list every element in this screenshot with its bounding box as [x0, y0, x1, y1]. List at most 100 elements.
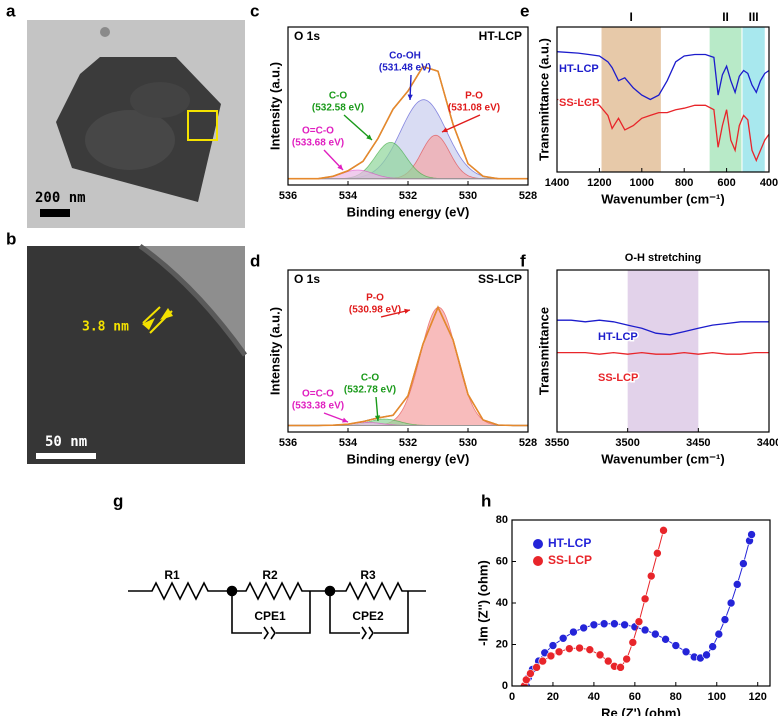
panel-label: h: [481, 491, 491, 510]
chart: HT-LCP SS-LCP 0 20 40 60 80 100 120 0 20 40 60 80 Re (…: [475, 514, 771, 720]
data-point: [595, 650, 605, 660]
data-point: [732, 580, 742, 589]
peak-label: (530.98 eV): [349, 305, 401, 316]
data-point: [708, 642, 717, 651]
band-label: III: [749, 10, 759, 24]
node: [324, 585, 336, 597]
x-tick-label: 528: [519, 190, 537, 202]
x-tick-label: 1400: [545, 177, 569, 189]
y-tick-label: 20: [496, 638, 508, 650]
data-point: [651, 629, 660, 639]
panel-label: g: [113, 491, 123, 510]
peak-label: (533.38 eV): [292, 401, 344, 412]
y-axis-label: Intensity (a.u.): [267, 62, 282, 150]
y-axis-label: Transmittance: [536, 307, 551, 395]
data-point: [599, 619, 609, 629]
panel-label: c: [250, 1, 259, 20]
plot-area: [557, 27, 769, 172]
data-point: [646, 571, 656, 581]
chart-title: O-H stretching: [625, 252, 701, 264]
fit-line: [288, 65, 528, 180]
data-point: [622, 654, 631, 664]
legend-label: HT-LCP: [548, 536, 591, 550]
circuit-label: R3: [360, 568, 376, 582]
spectrum-line: [557, 98, 769, 163]
data-point: [726, 598, 736, 608]
data-point: [526, 669, 535, 678]
sample-label: HT-LCP: [479, 29, 522, 43]
peak-name: Co-OH: [389, 51, 421, 62]
cpe2-symbol: [361, 626, 374, 640]
x-tick-label: 536: [279, 190, 297, 202]
thickness-label: 3.8 nm: [82, 320, 129, 335]
band: [627, 270, 699, 432]
data-point: [640, 594, 650, 604]
x-tick-label: 80: [670, 691, 682, 703]
x-tick-label: 530: [459, 190, 477, 202]
circuit-label: CPE2: [352, 609, 384, 623]
x-tick-label: 600: [717, 177, 735, 189]
tem-image-b: 3.8 nm 50 nm: [27, 243, 248, 464]
x-axis-label: Binding energy (eV): [347, 451, 470, 466]
peak-name: O=C-O: [302, 389, 334, 400]
arrow-head: [374, 415, 381, 421]
arrow-shaft: [441, 114, 481, 133]
band-label: I: [630, 10, 633, 24]
legend-label: SS-LCP: [548, 553, 592, 567]
crystal-texture: [85, 110, 175, 170]
y-axis-label: Intensity (a.u.): [267, 307, 282, 395]
x-tick-label: 3450: [686, 437, 710, 449]
x-tick-label: 400: [760, 177, 778, 189]
data-point: [616, 663, 625, 672]
x-tick-label: 100: [708, 691, 726, 703]
spectrum-title: O 1s: [294, 272, 320, 286]
band: [601, 27, 661, 172]
plot-area: [519, 526, 756, 686]
y-tick-label: 0: [502, 680, 508, 692]
panel-label: d: [250, 251, 260, 270]
scale-bar: [36, 453, 96, 459]
x-axis-label: Re (Z') (ohm): [601, 705, 681, 716]
series-label: HT-LCP: [598, 331, 638, 343]
data-point: [532, 663, 541, 672]
circuit-label: R1: [164, 568, 180, 582]
data-point: [681, 647, 691, 657]
data-point: [575, 643, 584, 653]
crystal-texture: [130, 82, 190, 118]
band: [709, 27, 742, 172]
scale-bar: [40, 209, 70, 217]
data-point: [554, 647, 564, 657]
series-label: SS-LCP: [559, 97, 599, 109]
data-point: [653, 548, 662, 558]
data-point: [558, 633, 568, 643]
measure-line: [142, 306, 161, 324]
x-tick-label: 1000: [630, 177, 654, 189]
x-axis-label: Wavenumber (cm⁻¹): [601, 191, 724, 206]
spectrum-line: [557, 51, 769, 101]
arrow-shaft: [343, 114, 373, 141]
legend-marker: [533, 556, 543, 566]
x-axis-label: Binding energy (eV): [347, 204, 470, 219]
data-point: [579, 623, 588, 633]
x-tick-label: 536: [279, 437, 297, 449]
peak-name: C-O: [329, 91, 348, 102]
plot-area: [288, 65, 528, 180]
chart: Co-OH(531.48 eV) P-O(531.08 eV) C-O(532.58…: [267, 26, 537, 219]
cpe2-branch: [329, 591, 409, 634]
x-tick-label: 528: [519, 437, 537, 449]
data-point: [538, 656, 548, 666]
series-label: HT-LCP: [559, 63, 599, 75]
x-tick-label: 120: [749, 691, 767, 703]
band: [742, 27, 765, 172]
edge-region: [140, 246, 245, 355]
resistor-r1: [128, 581, 232, 601]
circuit-label: R2: [262, 568, 278, 582]
data-point: [640, 625, 650, 635]
arrow-head: [366, 134, 372, 140]
panel-label: a: [6, 1, 16, 20]
band-label: II: [722, 10, 729, 24]
y-tick-label: 60: [496, 555, 508, 567]
